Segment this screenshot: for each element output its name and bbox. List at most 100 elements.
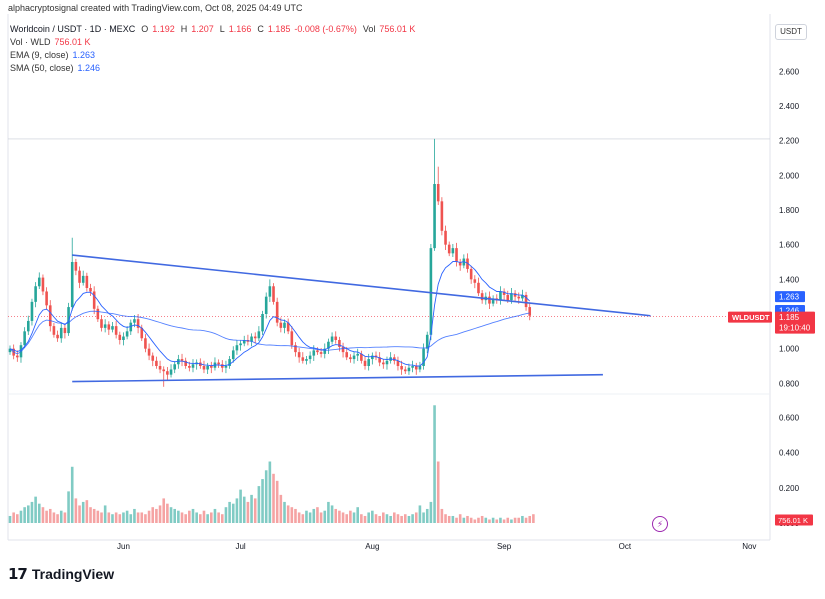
- candle-body: [202, 366, 206, 370]
- volume-badge-label: 756.01 K: [778, 516, 808, 525]
- volume-bar: [114, 512, 118, 523]
- volume-bar: [371, 510, 374, 523]
- candle-body: [385, 360, 389, 365]
- descending-resistance-trendline: [72, 254, 651, 317]
- volume-bar: [235, 498, 239, 523]
- ema-price-label: 1.263: [779, 293, 800, 302]
- candle-body: [382, 362, 385, 365]
- volume-bar: [264, 470, 268, 523]
- volume-bar: [477, 517, 480, 523]
- candle-body: [294, 345, 297, 353]
- open-value: 1.192: [152, 24, 175, 34]
- volume-bar: [103, 505, 107, 523]
- lightning-icon[interactable]: ⚡: [652, 516, 668, 532]
- volume-bar: [100, 512, 103, 523]
- volume-bar: [129, 514, 133, 523]
- candle-body: [524, 294, 528, 308]
- ema-label: EMA (9, close): [10, 50, 69, 60]
- candle-body: [341, 346, 345, 353]
- volume-bar: [268, 461, 272, 523]
- candle-body: [81, 275, 85, 283]
- volume-bar: [360, 514, 363, 523]
- candle-body: [488, 296, 491, 304]
- price-tick-label: 1.600: [779, 241, 800, 250]
- candle-body: [301, 357, 305, 361]
- candle-body: [125, 331, 129, 337]
- candle-body: [162, 369, 166, 372]
- volume-indicator-row[interactable]: Vol · WLD 756.01 K: [10, 36, 415, 49]
- candle-body: [166, 371, 169, 375]
- volume-bar: [429, 501, 433, 523]
- candle-body: [96, 308, 100, 320]
- volume-bar: [308, 512, 312, 523]
- volume-bar: [491, 517, 495, 523]
- volume-bar: [455, 517, 458, 523]
- candle-body: [147, 348, 151, 356]
- candle-body: [418, 366, 422, 370]
- candle-body: [8, 348, 12, 353]
- change-value: -0.008 (-0.67%): [294, 24, 357, 34]
- candle-body: [491, 298, 495, 304]
- candle-body: [111, 326, 114, 330]
- candle-body: [52, 326, 56, 335]
- volume-bar: [367, 512, 370, 523]
- symbol-line[interactable]: Worldcoin / USDT · 1D · MEXC: [10, 24, 136, 34]
- candle-body: [177, 359, 180, 365]
- volume-bar: [338, 510, 341, 523]
- volume-bar: [301, 514, 305, 523]
- candle-body: [103, 324, 107, 328]
- ema-value: 1.263: [72, 50, 96, 60]
- candle-body: [521, 294, 524, 299]
- volume-bar: [74, 498, 78, 523]
- volume-bar: [458, 514, 462, 523]
- volume-bar: [495, 519, 499, 523]
- candle-body: [455, 248, 458, 262]
- volume-bar: [385, 514, 389, 523]
- volume-bar: [224, 507, 228, 523]
- candle-body: [308, 355, 312, 360]
- candle-body: [217, 362, 220, 365]
- volume-bar: [532, 514, 535, 523]
- volume-bar: [250, 494, 253, 523]
- candle-body: [283, 322, 286, 328]
- volume-bar: [374, 514, 378, 523]
- last-price-label: 1.185: [779, 313, 800, 322]
- volume-badge: [775, 514, 813, 526]
- high-label: H: [180, 24, 188, 34]
- volume-bar: [107, 512, 111, 523]
- close-value: 1.185: [267, 24, 291, 34]
- volume-bar: [195, 512, 198, 523]
- candle-body: [400, 366, 403, 370]
- ema-indicator-row[interactable]: EMA (9, close) 1.263: [10, 49, 415, 62]
- volume-bar: [305, 510, 308, 523]
- volume-bar: [144, 514, 147, 523]
- volume-bar: [327, 501, 330, 523]
- volume-bar: [425, 508, 429, 523]
- candle-body: [261, 314, 264, 332]
- tradingview-brand[interactable]: 17 TradingView: [8, 565, 114, 583]
- candle-body: [378, 357, 381, 363]
- candle-body: [517, 296, 521, 299]
- volume-bar: [414, 512, 418, 523]
- volume-bar: [473, 519, 477, 523]
- volume-bar: [513, 517, 517, 523]
- close-label: C: [257, 24, 264, 34]
- time-tick-label: Jul: [235, 542, 245, 551]
- volume-bar: [444, 514, 447, 523]
- volume-bar: [45, 510, 48, 523]
- candle-body: [473, 279, 477, 283]
- volume-bar: [422, 512, 425, 523]
- candle-body: [129, 322, 133, 332]
- sma-indicator-row[interactable]: SMA (50, close) 1.246: [10, 62, 415, 75]
- candle-body: [136, 319, 140, 328]
- candle-body: [107, 324, 111, 330]
- chart-legend: Worldcoin / USDT · 1D · MEXC O 1.192 H 1.2…: [10, 23, 415, 75]
- volume-bar: [341, 512, 345, 523]
- currency-button[interactable]: USDT: [775, 24, 807, 40]
- volume-bar: [34, 496, 37, 523]
- volume-bar: [407, 515, 411, 523]
- volume-bar: [510, 519, 513, 523]
- price-tick-label: 1.000: [779, 345, 800, 354]
- volume-bar: [286, 505, 290, 523]
